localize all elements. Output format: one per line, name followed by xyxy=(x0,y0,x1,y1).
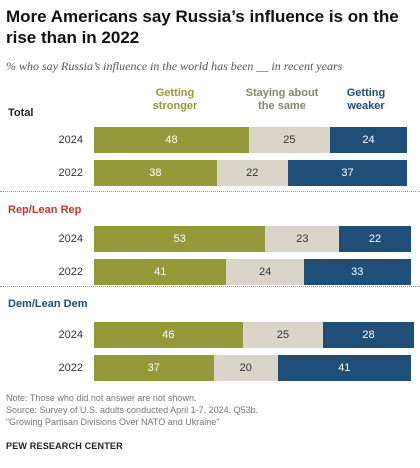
year-label: 2022 xyxy=(58,362,83,374)
year-label: 2024 xyxy=(58,233,83,245)
bar-segment-same: 25 xyxy=(249,127,330,153)
bar-segment-weaker: 41 xyxy=(278,355,411,381)
source-text: Source: Survey of U.S. adults conducted … xyxy=(6,405,259,415)
bar-segment-weaker: 22 xyxy=(339,226,411,252)
legend-label-stronger: Getting stronger xyxy=(152,87,198,112)
bar-segment-stronger: 48 xyxy=(94,127,250,153)
bar-segment-stronger: 37 xyxy=(94,355,214,381)
bar-segment-same: 22 xyxy=(216,160,288,186)
group-label-rep-lean-rep: Rep/Lean Rep xyxy=(8,204,82,216)
group-label-total: Total xyxy=(8,107,34,119)
bar-segment-same: 24 xyxy=(226,259,304,285)
bar-segment-stronger: 53 xyxy=(94,226,266,252)
group-divider xyxy=(0,286,420,287)
bar-segment-weaker: 37 xyxy=(287,160,408,186)
year-label: 2022 xyxy=(58,167,83,179)
report-title-text: “Growing Partisan Divisions Over NATO an… xyxy=(6,417,220,427)
legend-label-same: Staying about the same xyxy=(245,87,319,112)
chart-subtitle: % who say Russia’s influence in the worl… xyxy=(6,59,343,73)
legend-label-weaker: Getting weaker xyxy=(346,87,386,112)
bar-segment-stronger: 38 xyxy=(94,160,217,186)
group-label-dem-lean-dem: Dem/Lean Dem xyxy=(8,298,88,310)
bar-segment-stronger: 41 xyxy=(94,259,227,285)
year-label: 2024 xyxy=(58,134,83,146)
bar-segment-stronger: 46 xyxy=(94,322,243,348)
bar-segment-weaker: 28 xyxy=(323,322,414,348)
bar-segment-same: 25 xyxy=(242,322,324,348)
bar-segment-same: 23 xyxy=(265,226,340,252)
group-divider xyxy=(0,191,420,192)
note-text: Note: Those who did not answer are not s… xyxy=(6,393,197,403)
year-label: 2022 xyxy=(58,266,83,278)
chart-title: More Americans say Russia’s influence is… xyxy=(6,7,399,47)
year-label: 2024 xyxy=(58,329,83,341)
brand-logo-text: PEW RESEARCH CENTER xyxy=(6,441,123,451)
bar-segment-weaker: 24 xyxy=(329,127,408,153)
bar-segment-weaker: 33 xyxy=(303,259,411,285)
bar-segment-same: 20 xyxy=(213,355,279,381)
